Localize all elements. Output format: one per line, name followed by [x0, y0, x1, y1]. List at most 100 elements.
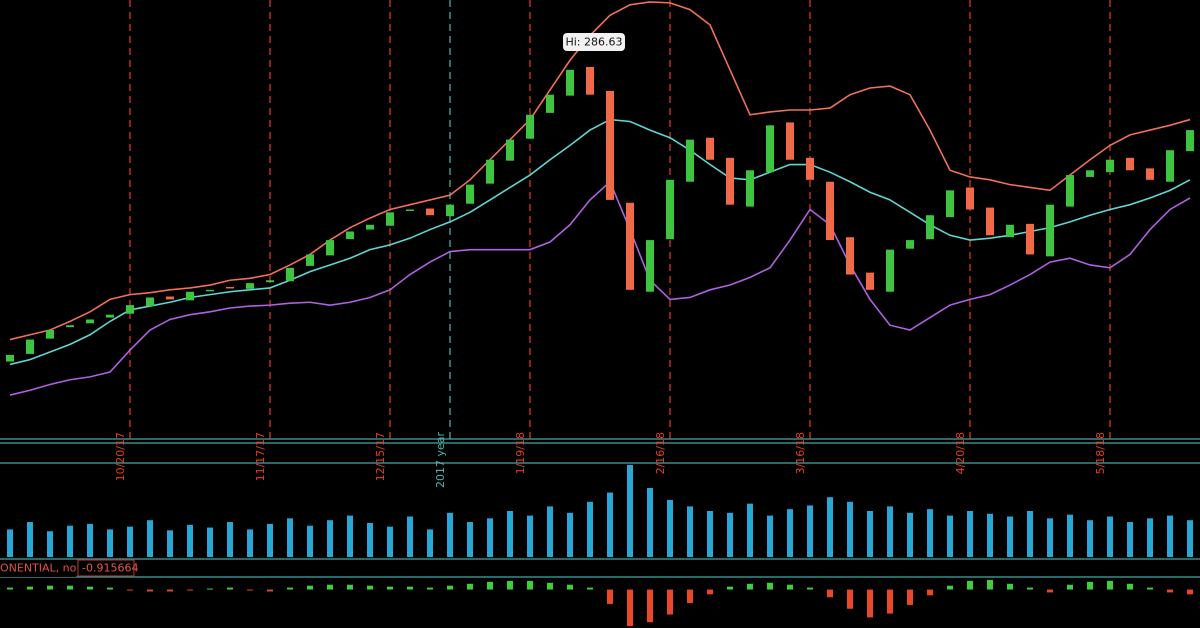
volume-bar — [827, 497, 833, 557]
histogram-bar — [807, 587, 813, 590]
candle-body — [486, 159, 494, 184]
candle-body — [426, 208, 434, 216]
candle-body — [346, 231, 354, 240]
candle-body — [886, 249, 894, 292]
volume-bar — [467, 522, 473, 557]
volume-bar — [487, 518, 493, 557]
volume-bar — [67, 525, 73, 557]
volume-bar — [647, 488, 653, 557]
candle-body — [226, 286, 234, 289]
candle-body — [1026, 223, 1034, 255]
volume-bar — [987, 513, 993, 557]
date-label: 10/20/17 — [114, 432, 127, 481]
volume-bar — [707, 511, 713, 557]
candle-body — [86, 319, 94, 324]
volume-bar — [207, 527, 213, 557]
histogram-bar — [547, 582, 553, 590]
volume-bar — [767, 515, 773, 557]
candle-body — [126, 305, 134, 314]
date-label: 3/16/18 — [794, 432, 807, 474]
candle-body — [946, 190, 954, 218]
volume-bar — [907, 512, 913, 557]
date-label: 12/15/17 — [374, 432, 387, 481]
volume-bar — [787, 509, 793, 557]
volume-bar — [1067, 514, 1073, 557]
histogram-bar — [7, 587, 13, 590]
volume-bar — [1047, 518, 1053, 557]
candle-body — [1006, 224, 1014, 238]
candle-body — [806, 157, 814, 180]
candle-body — [786, 122, 794, 160]
histogram-bar — [987, 579, 993, 590]
histogram-bar — [347, 584, 353, 590]
volume-bar — [47, 531, 53, 557]
date-label: 4/20/18 — [954, 432, 967, 474]
date-label: 2/16/18 — [654, 432, 667, 474]
histogram-bar — [187, 589, 193, 591]
candle-body — [1046, 204, 1054, 257]
volume-bar — [947, 515, 953, 557]
volume-bar — [367, 522, 373, 557]
candle-body — [1186, 130, 1194, 152]
candle-body — [306, 254, 314, 266]
date-label: 2017 year — [434, 432, 447, 489]
candle-body — [1066, 175, 1074, 207]
candle-body — [26, 339, 34, 354]
histogram-bar — [387, 586, 393, 590]
histogram-bar — [887, 589, 893, 614]
upper-band — [9, 1, 1191, 341]
histogram-bar — [647, 589, 653, 623]
volume-bar — [627, 465, 633, 557]
histogram-bar — [667, 589, 673, 615]
histogram-bar — [427, 587, 433, 590]
candle-body — [206, 289, 214, 292]
histogram-bar — [487, 581, 493, 590]
histogram-bar — [787, 584, 793, 590]
candle-body — [706, 137, 714, 160]
candle-body — [1086, 170, 1094, 177]
histogram-bar — [1127, 583, 1133, 590]
histogram-bar — [1087, 581, 1093, 590]
histogram-bar — [1007, 583, 1013, 590]
histogram-bar — [867, 589, 873, 618]
candle-body — [506, 139, 514, 161]
histogram-bar — [107, 587, 113, 590]
volume-bar — [747, 503, 753, 557]
candle-body — [386, 212, 394, 226]
candle-body — [286, 267, 294, 282]
histogram-bar — [287, 587, 293, 590]
histogram-bar — [507, 580, 513, 590]
volume-bar — [127, 526, 133, 557]
candle-body — [246, 283, 254, 289]
volume-bar — [1127, 522, 1133, 557]
candle-body — [66, 325, 74, 328]
histogram-bar — [27, 586, 33, 590]
volume-bar — [167, 530, 173, 557]
histogram-bar — [947, 585, 953, 590]
candle-body — [966, 187, 974, 210]
volume-bar — [607, 492, 613, 557]
volume-bar — [387, 526, 393, 557]
histogram-bar — [567, 584, 573, 590]
volume-bar — [667, 499, 673, 557]
candle-body — [406, 209, 414, 211]
volume-bar — [247, 529, 253, 557]
volume-bar — [567, 512, 573, 557]
volume-bar — [927, 509, 933, 557]
candle-body — [686, 139, 694, 182]
histogram-bar — [267, 589, 273, 592]
candle-body — [546, 94, 554, 113]
candle-body — [646, 240, 654, 292]
histogram-bar — [227, 587, 233, 590]
candle-body — [866, 272, 874, 290]
date-label: 1/19/18 — [514, 432, 527, 474]
volume-bar — [1087, 520, 1093, 557]
volume-bar — [527, 515, 533, 557]
histogram-bar — [1067, 584, 1073, 590]
study-value: -0.915664 — [82, 562, 138, 575]
volume-bar — [867, 511, 873, 557]
volume-bar — [1027, 511, 1033, 557]
histogram-bar — [467, 583, 473, 590]
